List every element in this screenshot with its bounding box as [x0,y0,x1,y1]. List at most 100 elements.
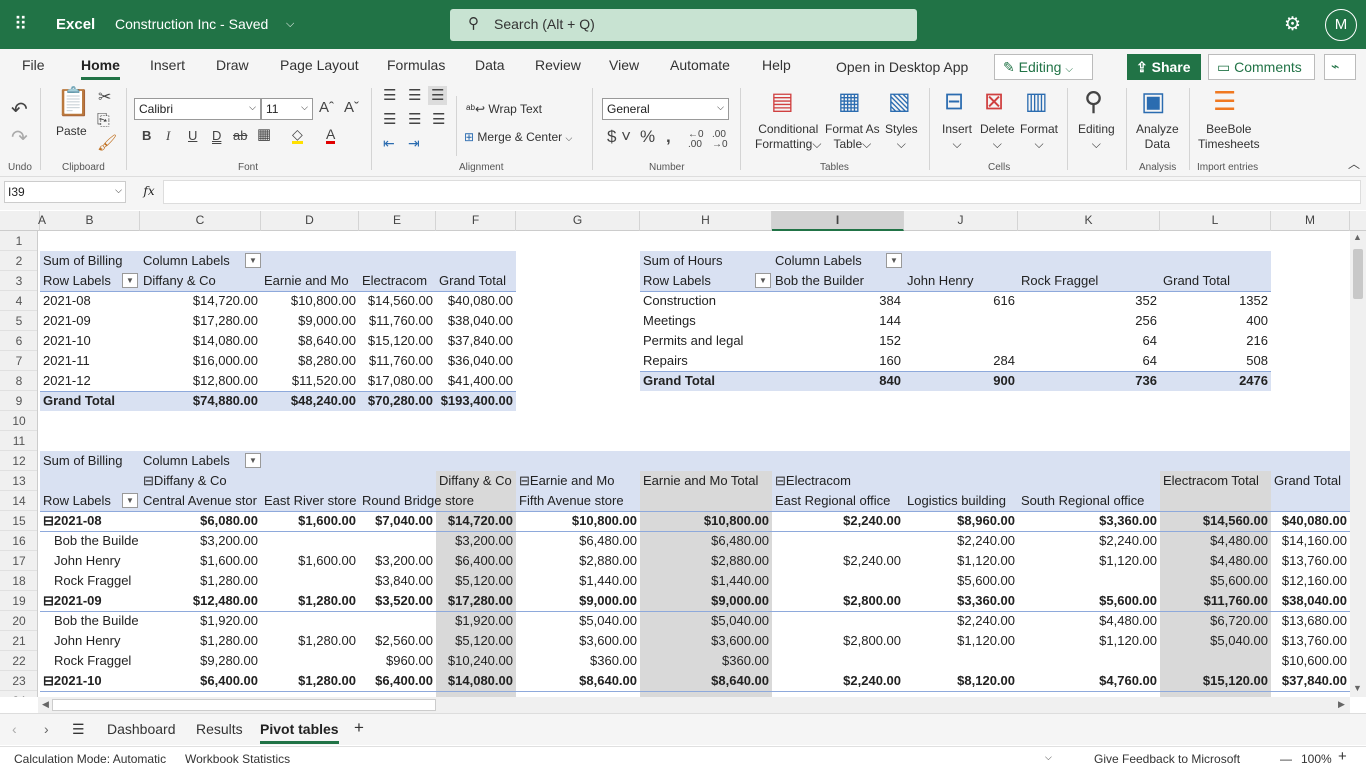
cell-G22[interactable]: $360.00 [590,653,637,668]
decrease-indent-icon[interactable]: ⇤ [383,135,395,151]
cell-G16[interactable]: $6,480.00 [579,533,637,548]
cell-K20[interactable]: $4,480.00 [1099,613,1157,628]
cell-J18[interactable]: $5,600.00 [957,573,1015,588]
scroll-up-icon[interactable]: ▲ [1353,232,1362,242]
align-left-icon[interactable]: ☰ [383,111,397,128]
row-header-10[interactable]: 10 [0,411,37,431]
cell-F6[interactable]: $37,840.00 [447,333,513,348]
cell-C4[interactable]: $14,720.00 [192,293,258,308]
align-right-icon[interactable]: ☰ [432,111,446,128]
cell-L13[interactable]: Electracom Total [1163,473,1259,488]
strikethrough-icon[interactable]: ab [233,128,248,143]
cell-G15[interactable]: $10,800.00 [571,513,637,528]
cell-J3[interactable]: John Henry [907,273,974,288]
cell-K23[interactable]: $4,760.00 [1099,673,1157,688]
cell-K14[interactable]: South Regional office [1021,493,1145,508]
tab-data[interactable]: Data [475,57,505,73]
column-header-K[interactable]: K [1018,211,1160,231]
cell-F4[interactable]: $40,080.00 [447,293,513,308]
paste-icon[interactable]: 📋 [56,86,91,117]
cell-I7[interactable]: 160 [879,353,901,368]
cell-D3[interactable]: Earnie and Mo [264,273,349,288]
cell-K7[interactable]: 64 [1142,353,1157,368]
cell-M16[interactable]: $14,160.00 [1281,533,1347,548]
filter-dropdown-icon[interactable]: ▼ [755,273,771,288]
collapse-ribbon-icon[interactable]: ︿ [1348,157,1361,171]
increase-decimal-icon[interactable]: ←0.00 [688,129,704,150]
cell-H22[interactable]: $360.00 [722,653,769,668]
cell-B7[interactable]: 2021-11 [43,353,90,368]
fill-color-icon[interactable]: ◇ [292,126,303,144]
cell-D17[interactable]: $1,600.00 [298,553,356,568]
cell-B6[interactable]: 2021-10 [43,333,91,348]
column-header-D[interactable]: D [261,211,359,231]
cell-D15[interactable]: $1,600.00 [298,513,356,528]
cell-C20[interactable]: $1,920.00 [200,613,258,628]
copy-icon[interactable]: ⎘ [97,112,110,129]
cell-L23[interactable]: $15,120.00 [1202,673,1268,688]
cell-C5[interactable]: $17,280.00 [192,313,258,328]
cell-H18[interactable]: $1,440.00 [711,573,769,588]
cell-I17[interactable]: $2,240.00 [843,553,901,568]
zoom-level[interactable]: 100% [1301,752,1332,766]
column-header-H[interactable]: H [640,211,772,231]
analyze-data-button[interactable]: Analyze Data [1136,122,1179,152]
cell-H21[interactable]: $3,600.00 [711,633,769,648]
cell-J16[interactable]: $2,240.00 [957,533,1015,548]
cell-G14[interactable]: Fifth Avenue store [519,493,624,508]
undo-icon[interactable]: ↶ [11,99,28,121]
tab-automate[interactable]: Automate [670,57,730,73]
cell-H8[interactable]: Grand Total [643,373,715,388]
tab-draw[interactable]: Draw [216,57,249,73]
cell-C22[interactable]: $9,280.00 [200,653,258,668]
cell-F23[interactable]: $14,080.00 [447,673,513,688]
cell-J15[interactable]: $8,960.00 [957,513,1015,528]
cell-K17[interactable]: $1,120.00 [1099,553,1157,568]
share-button[interactable]: ⇪ Share [1127,54,1201,80]
cell-B12[interactable]: Sum of Billing [43,453,123,468]
fx-icon[interactable]: fx [143,184,155,198]
borders-icon[interactable]: ▦ [257,126,272,143]
cell-G17[interactable]: $2,880.00 [579,553,637,568]
prev-sheet-icon[interactable]: ‹ [12,721,17,737]
cell-I5[interactable]: 144 [879,313,901,328]
cell-F17[interactable]: $6,400.00 [455,553,513,568]
cell-D5[interactable]: $9,000.00 [298,313,356,328]
cell-D4[interactable]: $10,800.00 [290,293,356,308]
calculation-mode[interactable]: Calculation Mode: Automatic [14,752,167,766]
chevron-down-icon[interactable]: ⌵ [286,18,295,30]
scroll-left-icon[interactable]: ◀ [42,699,49,709]
cell-D14[interactable]: East River store [264,493,357,508]
cell-B23[interactable]: ⊟2021-10 [43,673,102,688]
underline-icon[interactable]: U [188,128,198,143]
row-header-8[interactable]: 8 [0,371,37,391]
cell-C17[interactable]: $1,600.00 [200,553,258,568]
activity-button[interactable]: ⌁ [1324,54,1356,80]
currency-icon[interactable]: $ ˅ [607,127,632,146]
cell-I4[interactable]: 384 [879,293,901,308]
cell-J20[interactable]: $2,240.00 [957,613,1015,628]
cell-I15[interactable]: $2,240.00 [843,513,901,528]
cell-E14[interactable]: Round Bridge store [362,493,475,508]
row-header-1[interactable]: 1 [0,231,37,251]
cell-F3[interactable]: Grand Total [439,273,506,288]
cell-C19[interactable]: $12,480.00 [192,593,258,608]
row-header-15[interactable]: 15 [0,511,37,531]
cell-H16[interactable]: $6,480.00 [711,533,769,548]
cell-M20[interactable]: $13,680.00 [1281,613,1347,628]
cell-L5[interactable]: 400 [1246,313,1268,328]
cell-H5[interactable]: Meetings [643,313,696,328]
column-header-I[interactable]: I [772,211,904,231]
next-sheet-icon[interactable]: › [44,721,49,737]
cell-B19[interactable]: ⊟2021-09 [43,593,102,608]
column-header-C[interactable]: C [140,211,261,231]
cell-G19[interactable]: $9,000.00 [579,593,637,608]
cell-H4[interactable]: Construction [643,293,716,308]
cell-J19[interactable]: $3,360.00 [957,593,1015,608]
row-header-11[interactable]: 11 [0,431,37,451]
row-header-6[interactable]: 6 [0,331,37,351]
cell-D19[interactable]: $1,280.00 [298,593,356,608]
cell-C14[interactable]: Central Avenue stor [143,493,257,508]
cell-M22[interactable]: $10,600.00 [1281,653,1347,668]
cell-B5[interactable]: 2021-09 [43,313,91,328]
